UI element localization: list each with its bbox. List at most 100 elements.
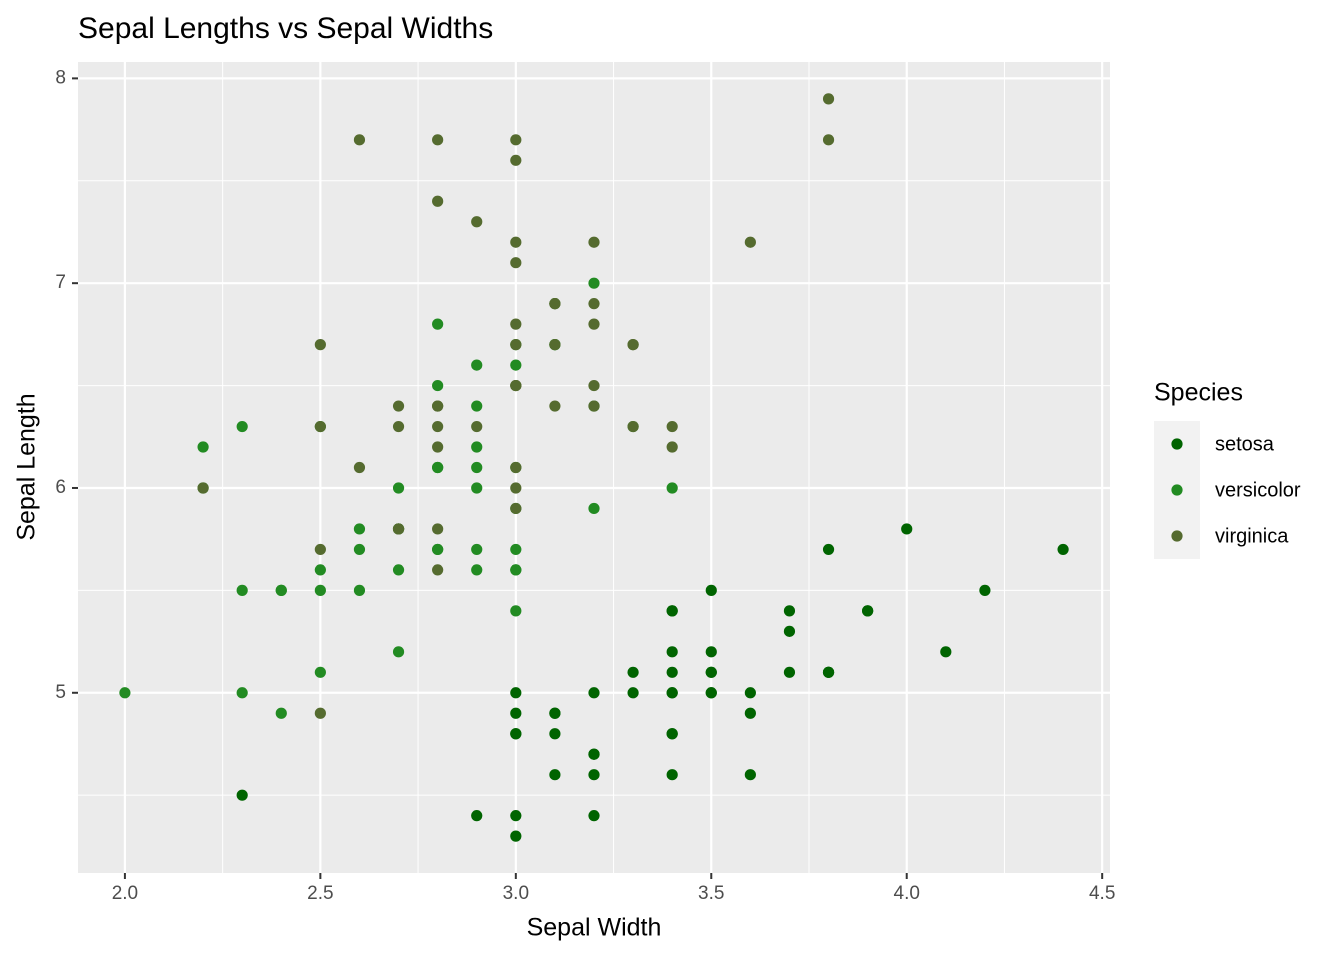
point — [901, 523, 913, 535]
point — [822, 93, 835, 105]
point — [510, 359, 522, 371]
point — [392, 482, 405, 494]
point — [588, 810, 600, 822]
point — [510, 257, 522, 269]
panel — [78, 62, 1110, 873]
point — [236, 420, 248, 433]
point — [588, 236, 600, 248]
y-tick-label: 6 — [55, 477, 66, 498]
point — [627, 339, 639, 351]
y-axis-label: Sepal Length — [13, 393, 41, 540]
point — [549, 707, 561, 719]
point — [744, 687, 756, 699]
point — [510, 482, 522, 494]
point — [510, 605, 522, 617]
point — [510, 728, 522, 740]
point — [471, 420, 483, 433]
legend-label: virginica — [1215, 525, 1289, 547]
point — [510, 134, 522, 146]
point — [119, 687, 131, 699]
point — [627, 420, 639, 433]
point — [471, 810, 483, 822]
point — [432, 420, 444, 433]
point — [588, 400, 600, 412]
point — [549, 339, 561, 351]
point — [353, 584, 366, 596]
point — [510, 339, 522, 351]
point — [471, 482, 483, 494]
point — [940, 646, 952, 658]
point — [353, 134, 366, 146]
point — [510, 687, 522, 699]
point — [588, 277, 600, 289]
x-axis-label: Sepal Width — [527, 914, 662, 942]
point — [510, 564, 522, 576]
point — [510, 830, 522, 842]
y-tick-label: 5 — [55, 682, 66, 703]
point — [314, 543, 326, 556]
point — [392, 564, 405, 576]
point — [275, 584, 287, 596]
point — [275, 707, 287, 719]
grid — [78, 62, 1110, 873]
point — [588, 502, 600, 515]
point — [862, 605, 874, 617]
point — [666, 769, 678, 781]
point — [471, 441, 483, 453]
point — [392, 523, 405, 535]
point — [666, 687, 678, 699]
point — [314, 666, 326, 678]
legend-key — [1171, 484, 1183, 496]
point — [588, 769, 600, 781]
point — [744, 769, 756, 781]
point — [510, 236, 522, 248]
point — [510, 154, 522, 166]
point — [744, 236, 756, 248]
point — [432, 523, 444, 535]
legend-key — [1171, 530, 1183, 542]
legend-label: versicolor — [1215, 479, 1301, 501]
point — [314, 420, 326, 433]
point — [705, 687, 717, 699]
point — [744, 707, 756, 719]
x-tick-label: 3.0 — [503, 883, 529, 904]
point — [432, 461, 444, 474]
point — [1057, 543, 1069, 556]
point — [314, 564, 326, 576]
x-tick-label: 3.5 — [698, 883, 724, 904]
point — [236, 789, 248, 801]
point — [979, 584, 991, 596]
point — [236, 584, 248, 596]
x-tick-label: 2.5 — [307, 883, 333, 904]
axes: 2.0 2.5 3.0 3.5 4.0 4.5 5 6 7 8 — [55, 67, 1115, 904]
point — [549, 298, 561, 310]
point — [822, 134, 835, 146]
x-tick-label: 2.0 — [112, 883, 138, 904]
point — [432, 564, 444, 576]
legend: Species setosa versicolor virginica — [1154, 379, 1301, 559]
point — [510, 379, 522, 392]
point — [471, 543, 483, 556]
point — [432, 318, 444, 330]
point — [236, 687, 248, 699]
point — [353, 461, 366, 474]
x-tick-label: 4.5 — [1089, 883, 1115, 904]
point — [588, 748, 600, 760]
points — [119, 93, 1069, 842]
point — [471, 359, 483, 371]
point — [588, 318, 600, 330]
point — [314, 584, 326, 596]
point — [471, 564, 483, 576]
point — [666, 482, 678, 494]
point — [783, 666, 796, 678]
point — [432, 195, 444, 207]
x-tick-label: 4.0 — [894, 883, 920, 904]
point — [705, 666, 717, 678]
point — [510, 318, 522, 330]
point — [822, 543, 835, 556]
point — [510, 543, 522, 556]
y-tick-label: 8 — [55, 67, 66, 88]
point — [783, 605, 796, 617]
point — [822, 666, 835, 678]
point — [314, 707, 326, 719]
